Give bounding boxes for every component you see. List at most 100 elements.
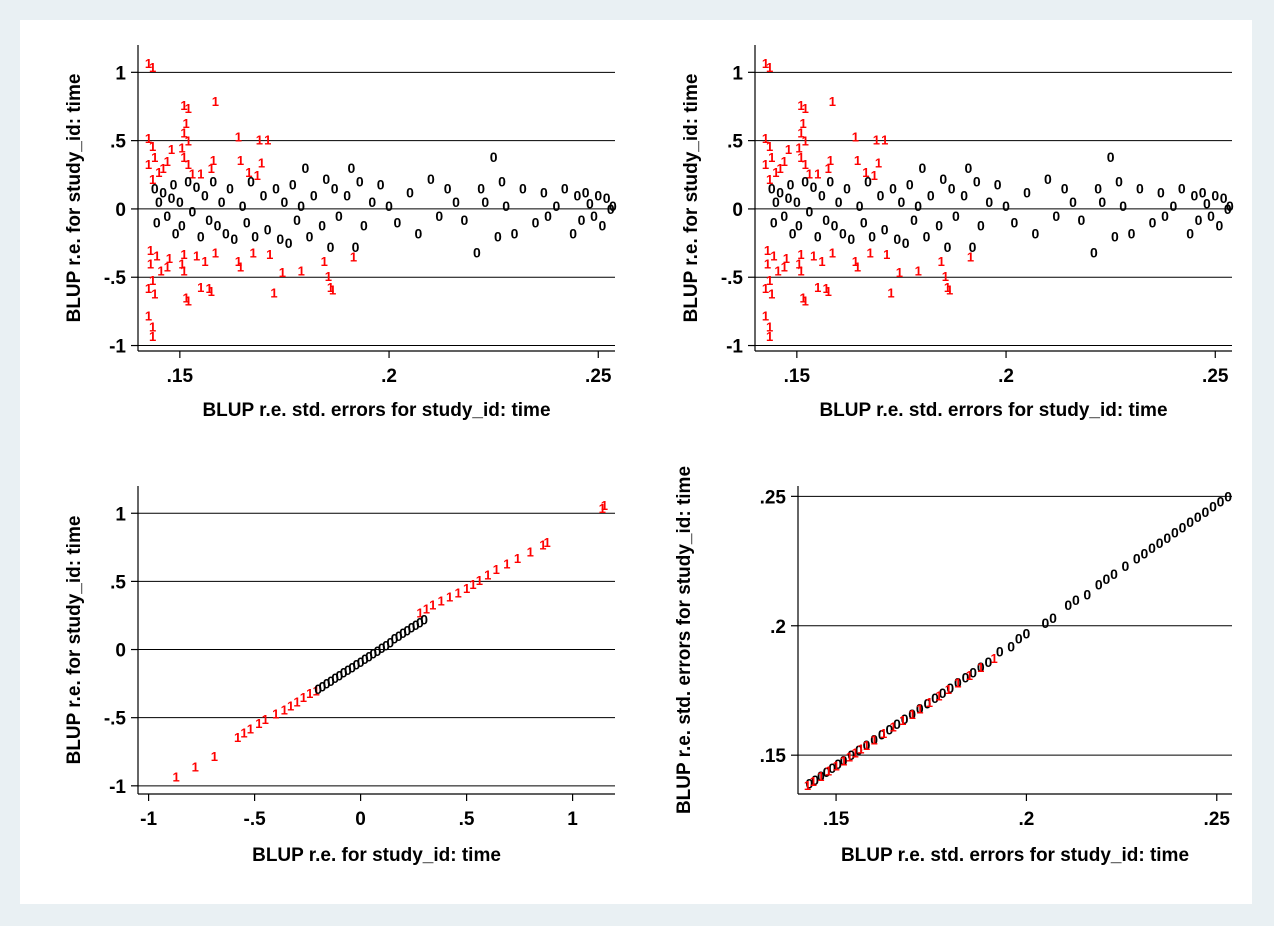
point-marker-0: 0 (948, 180, 956, 196)
point-marker-0: 0 (540, 185, 548, 201)
point-marker-0: 0 (893, 716, 901, 732)
point-marker-0: 0 (336, 667, 344, 683)
point-marker-0: 0 (847, 747, 855, 763)
figure-frame: -1 -.5 0 .5 1 .15 .2 .25 BLUP r.e. std. errors f… (20, 20, 1252, 904)
point-marker-1: 1 (298, 263, 305, 278)
point-marker-1: 1 (814, 280, 821, 295)
point-marker-1: 1 (966, 668, 973, 683)
point-marker-1: 1 (783, 251, 790, 266)
point-marker-0: 0 (898, 194, 906, 210)
point-marker-0: 0 (153, 215, 161, 231)
point-marker-1: 1 (827, 153, 834, 168)
point-marker-0: 0 (1186, 226, 1194, 242)
point-marker-1: 1 (254, 168, 261, 183)
point-marker-1: 1 (206, 281, 213, 296)
point-marker-1: 1 (797, 150, 804, 165)
panel-top-right: -1 -.5 0 .5 1 .15 .2 .25 BLUP r.e. std. errors f… (681, 45, 1234, 421)
point-marker-0: 0 (243, 215, 251, 231)
point-marker-0: 0 (918, 160, 926, 176)
point-marker-0: 0 (578, 212, 586, 228)
point-marker-0: 0 (870, 732, 878, 748)
y-tick-label: -.5 (721, 268, 744, 289)
point-marker-0: 0 (1110, 566, 1118, 582)
point-marker-0: 0 (188, 204, 196, 220)
point-marker-0: 0 (569, 226, 577, 242)
point-marker-0: 0 (1220, 190, 1228, 206)
point-marker-1: 1 (977, 660, 984, 675)
point-marker-1: 1 (945, 682, 952, 697)
point-marker-1: 1 (544, 535, 551, 550)
point-marker-0: 0 (414, 226, 422, 242)
point-marker-1: 1 (272, 707, 279, 722)
point-marker-1: 1 (768, 150, 775, 165)
point-marker-0: 0 (969, 664, 977, 680)
point-marker-0: 0 (323, 676, 331, 692)
point-marker-0: 0 (902, 235, 910, 251)
point-marker-0: 0 (314, 681, 322, 697)
point-marker-1: 1 (766, 273, 773, 288)
point-marker-0: 0 (561, 180, 569, 196)
point-marker-0: 0 (378, 640, 386, 656)
point-marker-0: 0 (176, 194, 184, 210)
point-marker-1: 1 (287, 698, 294, 713)
point-marker-0: 0 (1179, 519, 1187, 535)
y-tick-label: -1 (109, 777, 126, 798)
point-marker-1: 1 (235, 254, 242, 269)
point-marker-0: 0 (908, 706, 916, 722)
point-marker-1: 1 (178, 140, 185, 155)
point-marker-0: 0 (352, 239, 360, 255)
y-tick-label: -.5 (104, 709, 127, 730)
point-marker-1: 1 (325, 269, 332, 284)
point-marker-1: 1 (916, 702, 923, 717)
figure-svg: -1 -.5 0 .5 1 .15 .2 .25 BLUP r.e. std. errors f… (64, 45, 1234, 866)
point-marker-1: 1 (145, 308, 152, 323)
point-marker-0: 0 (406, 185, 414, 201)
point-marker-1: 1 (258, 155, 265, 170)
point-marker-1: 1 (866, 246, 873, 261)
point-marker-0: 0 (939, 171, 947, 187)
y-tick-label: -.5 (104, 268, 127, 289)
point-marker-1: 1 (149, 172, 156, 187)
point-marker-0: 0 (977, 217, 985, 233)
point-marker-1: 1 (781, 154, 788, 169)
point-marker-0: 0 (590, 208, 598, 224)
point-marker-1: 1 (785, 142, 792, 157)
point-marker-0: 0 (331, 180, 339, 196)
point-marker-0: 0 (356, 174, 364, 190)
point-marker-0: 0 (1069, 194, 1077, 210)
point-marker-0: 0 (1042, 615, 1050, 631)
point-marker-0: 0 (810, 179, 818, 195)
point-marker-0: 0 (962, 670, 970, 686)
panel-bottom-right: .15 .2 .25 .15 .2 .25 BLUP r.e. std. errors fo… (674, 466, 1232, 866)
point-marker-0: 0 (818, 187, 826, 203)
point-marker-1: 1 (237, 153, 244, 168)
point-marker-0: 0 (996, 644, 1004, 660)
point-marker-1: 1 (157, 263, 164, 278)
point-marker-0: 0 (1122, 558, 1130, 574)
point-marker-0: 0 (964, 160, 972, 176)
point-marker-1: 1 (159, 161, 166, 176)
point-marker-0: 0 (770, 215, 778, 231)
point-marker-0: 0 (944, 239, 952, 255)
point-marker-1: 1 (795, 140, 802, 155)
point-marker-1: 1 (211, 749, 218, 764)
point-marker-1: 1 (806, 166, 813, 181)
point-marker-1: 1 (185, 293, 192, 308)
point-marker-0: 0 (914, 198, 922, 214)
point-marker-0: 0 (1170, 198, 1178, 214)
point-marker-0: 0 (834, 756, 842, 772)
point-marker-0: 0 (435, 208, 443, 224)
point-marker-0: 0 (369, 646, 377, 662)
point-marker-0: 0 (319, 678, 327, 694)
point-marker-1: 1 (166, 251, 173, 266)
point-marker-0: 0 (239, 198, 247, 214)
point-marker-0: 0 (952, 208, 960, 224)
point-marker-1: 1 (814, 166, 821, 181)
point-marker-0: 0 (885, 721, 893, 737)
point-marker-0: 0 (193, 179, 201, 195)
point-marker-0: 0 (855, 742, 863, 758)
point-marker-1: 1 (155, 165, 162, 180)
point-marker-1: 1 (423, 602, 430, 617)
point-marker-1: 1 (293, 694, 300, 709)
point-marker-1: 1 (772, 165, 779, 180)
